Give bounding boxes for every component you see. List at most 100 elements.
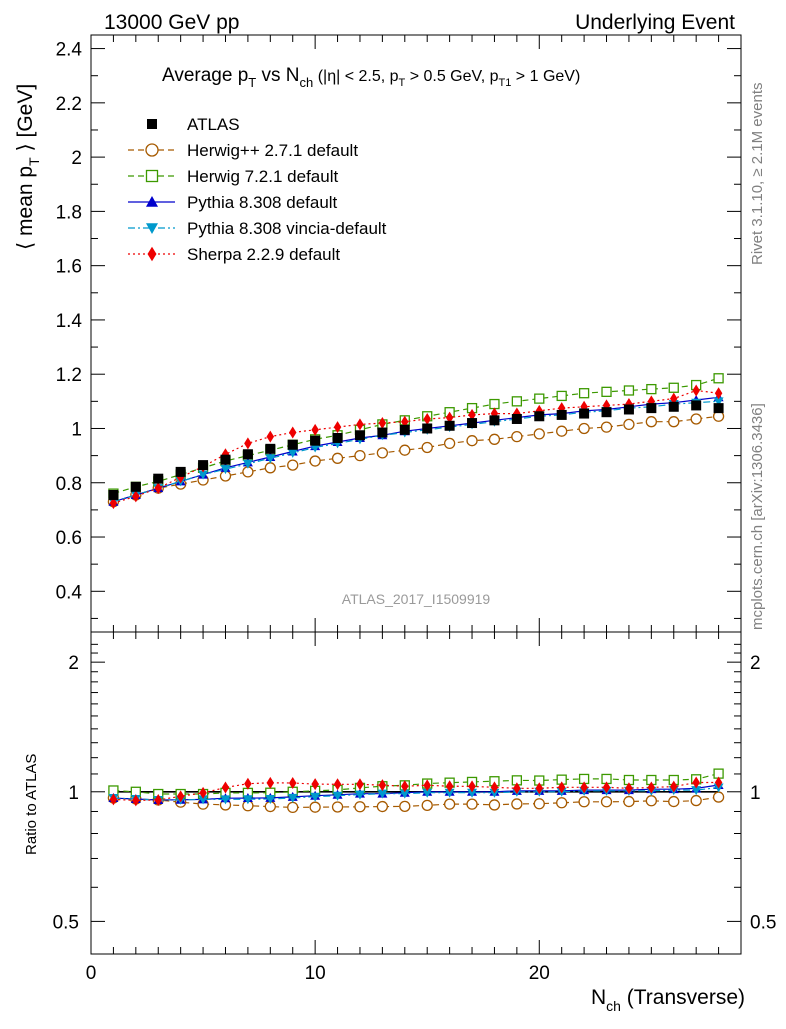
ratio-point-herwigpp <box>623 795 635 808</box>
legend-label-pythia_vincia: Pythia 8.308 vincia-default <box>187 219 387 238</box>
main-point-data <box>399 424 410 435</box>
main-point-data <box>646 403 657 414</box>
main-point-data <box>579 408 590 419</box>
ratio-point-sherpa <box>288 777 297 790</box>
y-tick-label-main: 2.2 <box>56 94 82 115</box>
main-point-data <box>556 409 567 420</box>
main-point-herwigpp <box>331 452 344 464</box>
ratio-point-sherpa <box>154 793 162 806</box>
main-line-herwigpp <box>113 415 719 503</box>
legend-marker-herwig7 <box>145 169 159 183</box>
y-tick-label-main: 2 <box>71 148 82 169</box>
analysis-id-label: ATLAS_2017_I1509919 <box>342 591 491 607</box>
legend-marker-pythia_default <box>146 196 158 207</box>
main-point-herwig7 <box>601 386 612 397</box>
main-point-data <box>489 415 500 426</box>
main-point-pythia_vincia <box>265 454 276 464</box>
main-point-herwigpp <box>354 449 366 462</box>
y-tick-label-ratio-right: 0.5 <box>750 912 776 933</box>
ratio-point-herwigpp <box>712 791 725 803</box>
plot-title: Average pT vs Nch (|η| < 2.5, pT > 0.5 G… <box>162 65 580 90</box>
main-point-herwigpp <box>511 430 523 443</box>
x-tick-label: 0 <box>86 963 97 984</box>
ratio-point-sherpa <box>692 776 700 789</box>
main-point-pythia_vincia <box>242 459 253 469</box>
y-tick-label-main: 1.6 <box>56 257 82 278</box>
main-point-herwig7 <box>713 373 724 384</box>
main-point-herwigpp <box>668 416 680 428</box>
main-point-sherpa <box>333 421 342 434</box>
ratio-point-sherpa <box>602 781 611 794</box>
main-point-pythia_vincia <box>220 465 231 475</box>
ratio-point-herwigpp <box>287 801 299 814</box>
ratio-point-sherpa <box>401 780 409 793</box>
main-axes: 0.4 0.6 0.8 1 1.2 1.4 1.6 1.8 2 2.2 2.4 <box>56 35 742 632</box>
ratio-point-pythia_vincia <box>220 795 231 805</box>
ratio-line-herwigpp <box>113 796 719 809</box>
main-point-data <box>601 407 612 418</box>
ratio-point-herwigpp <box>533 798 545 810</box>
main-point-pythia_vincia <box>198 470 209 480</box>
ratio-point-pythia_vincia <box>691 786 702 796</box>
ratio-point-pythia_vincia <box>354 790 365 800</box>
ratio-point-sherpa <box>176 790 185 803</box>
main-point-data <box>467 418 478 429</box>
legend-marker-data <box>147 119 157 129</box>
y-tick-label-ratio-left: 2 <box>68 653 79 674</box>
main-point-herwigpp <box>309 455 321 467</box>
y-tick-label-main: 0.6 <box>56 528 82 549</box>
y-tick-label-main: 0.8 <box>56 474 82 495</box>
main-point-data <box>310 435 321 446</box>
main-point-sherpa <box>692 384 700 397</box>
main-series-herwigpp <box>107 410 725 508</box>
main-point-sherpa <box>266 430 275 443</box>
main-point-herwigpp <box>287 459 299 471</box>
main-series-sherpa <box>109 384 723 510</box>
main-point-herwigpp <box>421 441 433 454</box>
main-point-data <box>377 427 388 438</box>
ratio-point-sherpa <box>333 778 342 791</box>
main-point-sherpa <box>378 417 387 430</box>
main-point-herwig7 <box>668 382 679 393</box>
ratio-point-sherpa <box>468 780 476 793</box>
main-point-data <box>108 489 119 500</box>
main-point-herwig7 <box>556 390 567 402</box>
ratio-point-sherpa <box>557 781 566 794</box>
main-point-sherpa <box>356 418 364 431</box>
main-point-herwigpp <box>466 435 478 447</box>
y-tick-label-ratio-left: 0.5 <box>53 912 79 933</box>
main-point-sherpa <box>311 423 319 436</box>
x-axis-label: Nch (Transverse) <box>591 986 745 1014</box>
main-line-pythia_vincia <box>113 400 719 503</box>
ratio-point-herwigpp <box>331 801 344 813</box>
main-point-sherpa <box>401 415 409 428</box>
y-tick-label-main: 0.4 <box>56 582 83 603</box>
main-point-herwig7 <box>578 388 590 399</box>
ratio-point-herwigpp <box>354 801 366 813</box>
main-series-data <box>108 400 724 500</box>
main-point-herwig7 <box>623 385 635 396</box>
ratio-point-sherpa <box>445 780 454 793</box>
y-tick-label-main: 1.8 <box>56 202 82 223</box>
y-tick-label-ratio-left: 1 <box>68 783 79 804</box>
main-point-herwigpp <box>600 421 613 433</box>
main-point-herwig7 <box>534 393 545 404</box>
ratio-point-sherpa <box>244 777 252 790</box>
main-point-herwigpp <box>623 418 635 431</box>
energy-label: 13000 GeV pp <box>104 11 239 34</box>
main-point-herwigpp <box>264 462 276 474</box>
main-point-data <box>175 466 186 477</box>
ratio-point-sherpa <box>311 778 319 791</box>
ratio-point-pythia_vincia <box>467 788 478 798</box>
legend-label-sherpa: Sherpa 2.2.9 default <box>187 245 340 264</box>
main-point-data <box>422 423 433 434</box>
ratio-point-herwigpp <box>645 795 657 807</box>
ratio-point-pythia_vincia <box>377 789 388 799</box>
ratio-point-herwigpp <box>511 798 523 810</box>
ratio-line-herwig7 <box>113 773 719 795</box>
main-point-sherpa <box>154 482 162 495</box>
legend-item-sherpa: Sherpa 2.2.9 default <box>128 245 340 264</box>
main-point-herwigpp <box>399 444 411 456</box>
ratio-point-pythia_vincia <box>332 791 343 801</box>
